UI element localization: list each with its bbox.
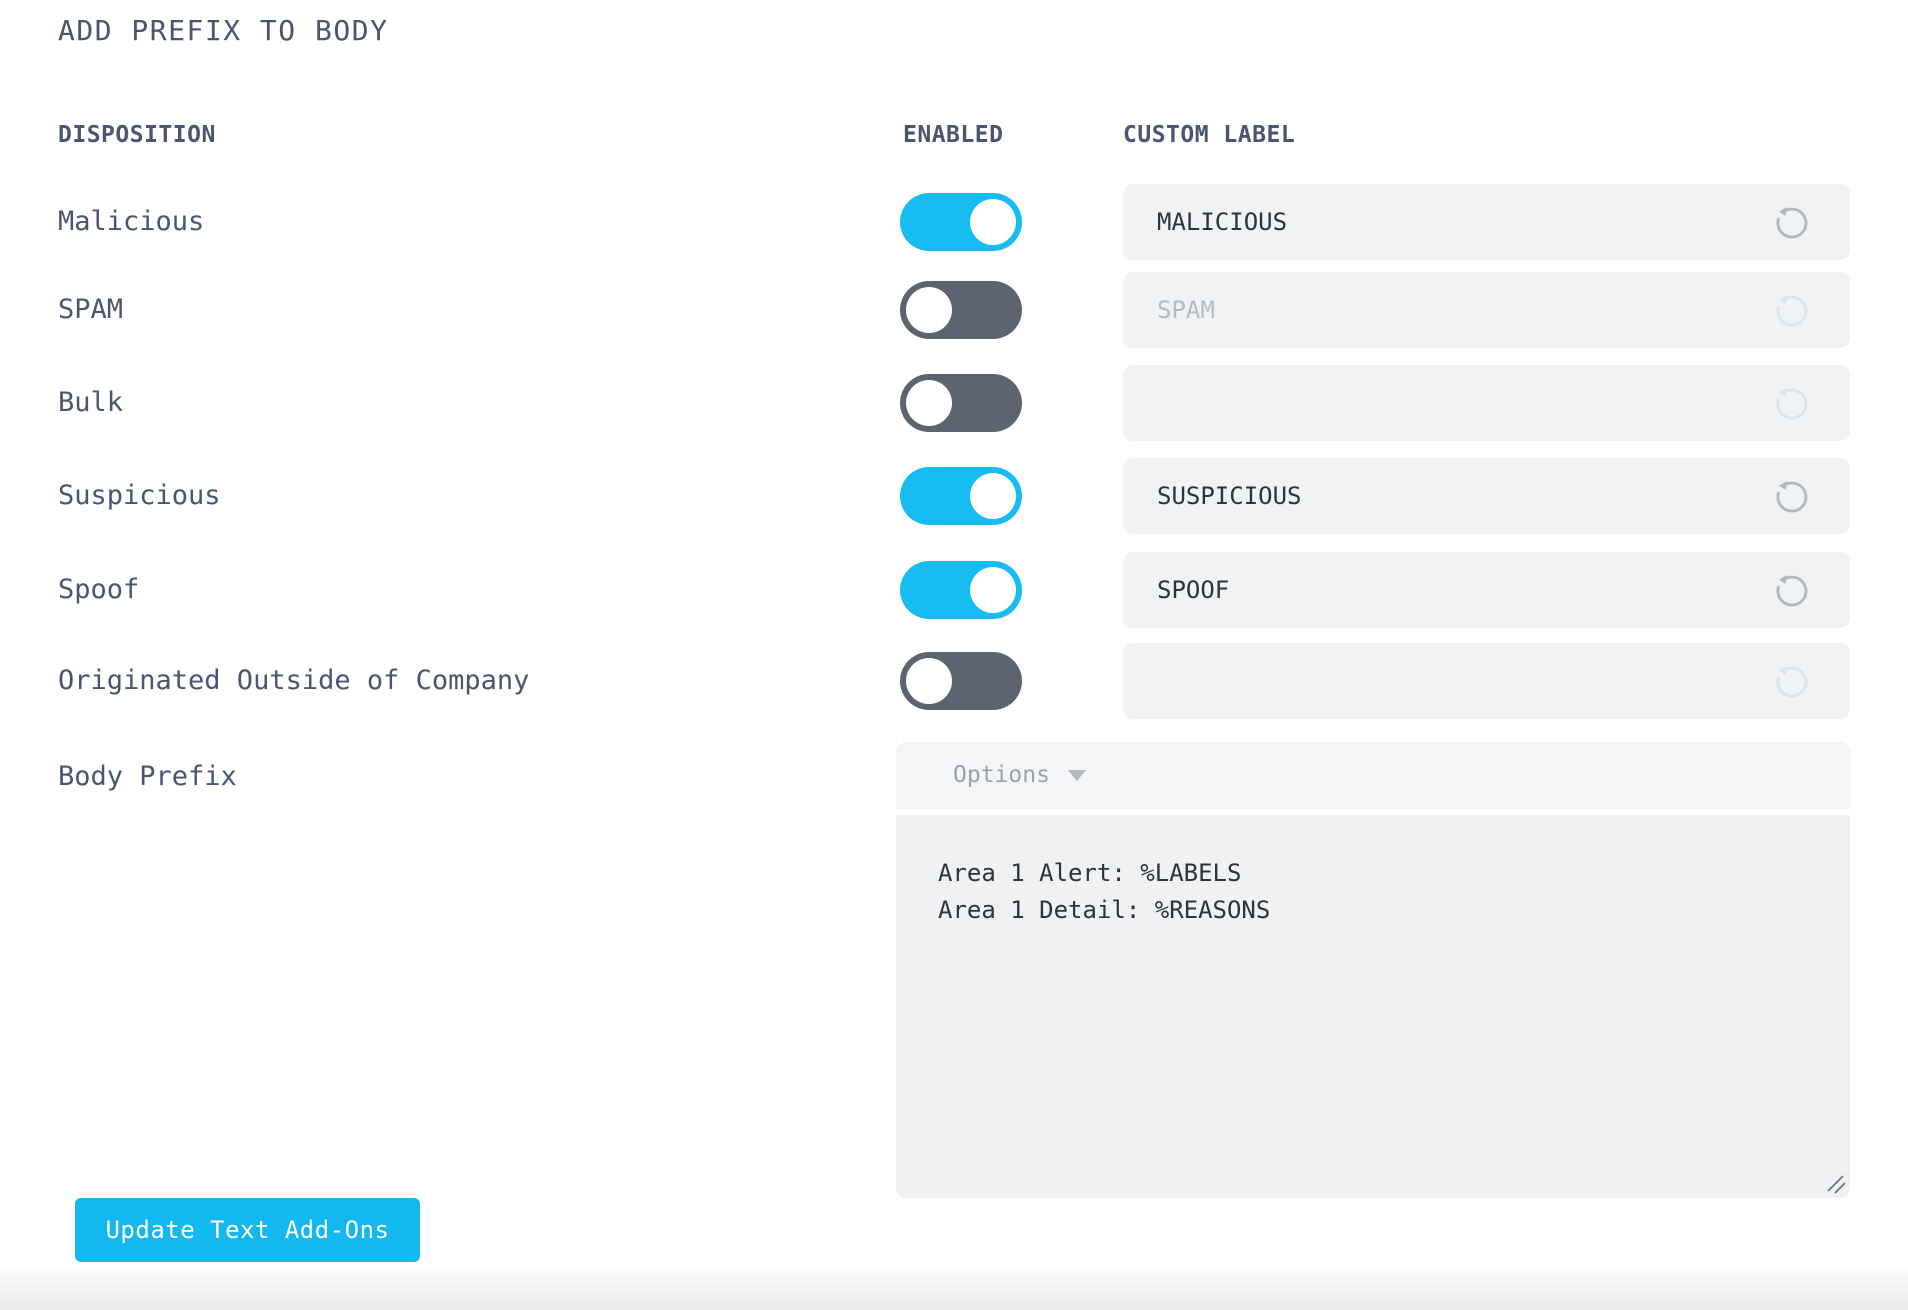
bottom-gradient — [0, 1262, 1908, 1310]
enabled-toggle[interactable] — [900, 561, 1022, 619]
enabled-toggle[interactable] — [900, 193, 1022, 251]
body-prefix-label: Body Prefix — [58, 761, 237, 792]
enabled-toggle[interactable] — [900, 467, 1022, 525]
reset-custom-label-button[interactable] — [1770, 381, 1814, 425]
toggle-knob — [906, 658, 952, 704]
column-header-disposition: DISPOSITION — [58, 122, 216, 148]
reset-custom-label-button[interactable] — [1770, 474, 1814, 518]
custom-label-input[interactable] — [1123, 643, 1850, 719]
toggle-knob — [906, 380, 952, 426]
options-dropdown[interactable]: Options — [896, 742, 1850, 812]
disposition-label: Originated Outside of Company — [58, 665, 530, 696]
table-row: Originated Outside of Company — [0, 643, 1908, 719]
table-row: Spoof — [0, 552, 1908, 628]
enabled-toggle[interactable] — [900, 281, 1022, 339]
table-row: Suspicious — [0, 458, 1908, 534]
reset-icon — [1776, 295, 1808, 327]
toggle-knob — [970, 199, 1016, 245]
enabled-toggle[interactable] — [900, 652, 1022, 710]
caret-down-icon — [1068, 770, 1086, 781]
disposition-label: Malicious — [58, 206, 205, 237]
custom-label-input[interactable] — [1123, 365, 1850, 441]
column-header-enabled: ENABLED — [903, 122, 1004, 148]
table-row: SPAM — [0, 272, 1908, 348]
enabled-toggle[interactable] — [900, 374, 1022, 432]
disposition-label: Suspicious — [58, 480, 221, 511]
body-prefix-textarea[interactable]: Area 1 Alert: %LABELS Area 1 Detail: %RE… — [896, 815, 1850, 1198]
reset-custom-label-button[interactable] — [1770, 200, 1814, 244]
toggle-knob — [970, 567, 1016, 613]
custom-label-input[interactable] — [1123, 458, 1850, 534]
reset-icon — [1776, 575, 1808, 607]
table-row: Bulk — [0, 365, 1908, 441]
custom-label-input[interactable] — [1123, 272, 1850, 348]
resize-handle-icon[interactable] — [1824, 1172, 1848, 1196]
custom-label-input[interactable] — [1123, 184, 1850, 260]
update-text-addons-button[interactable]: Update Text Add-Ons — [75, 1198, 420, 1262]
column-header-custom-label: CUSTOM LABEL — [1123, 122, 1296, 148]
options-dropdown-label: Options — [953, 762, 1050, 788]
reset-custom-label-button[interactable] — [1770, 288, 1814, 332]
reset-custom-label-button[interactable] — [1770, 568, 1814, 612]
disposition-label: SPAM — [58, 294, 124, 325]
reset-icon — [1776, 481, 1808, 513]
disposition-label: Bulk — [58, 387, 124, 418]
reset-icon — [1776, 207, 1808, 239]
disposition-label: Spoof — [58, 574, 140, 605]
reset-icon — [1776, 666, 1808, 698]
toggle-knob — [970, 473, 1016, 519]
toggle-knob — [906, 287, 952, 333]
reset-custom-label-button[interactable] — [1770, 659, 1814, 703]
table-row: Malicious — [0, 184, 1908, 260]
custom-label-input[interactable] — [1123, 552, 1850, 628]
reset-icon — [1776, 388, 1808, 420]
page-title: ADD PREFIX TO BODY — [58, 14, 389, 47]
